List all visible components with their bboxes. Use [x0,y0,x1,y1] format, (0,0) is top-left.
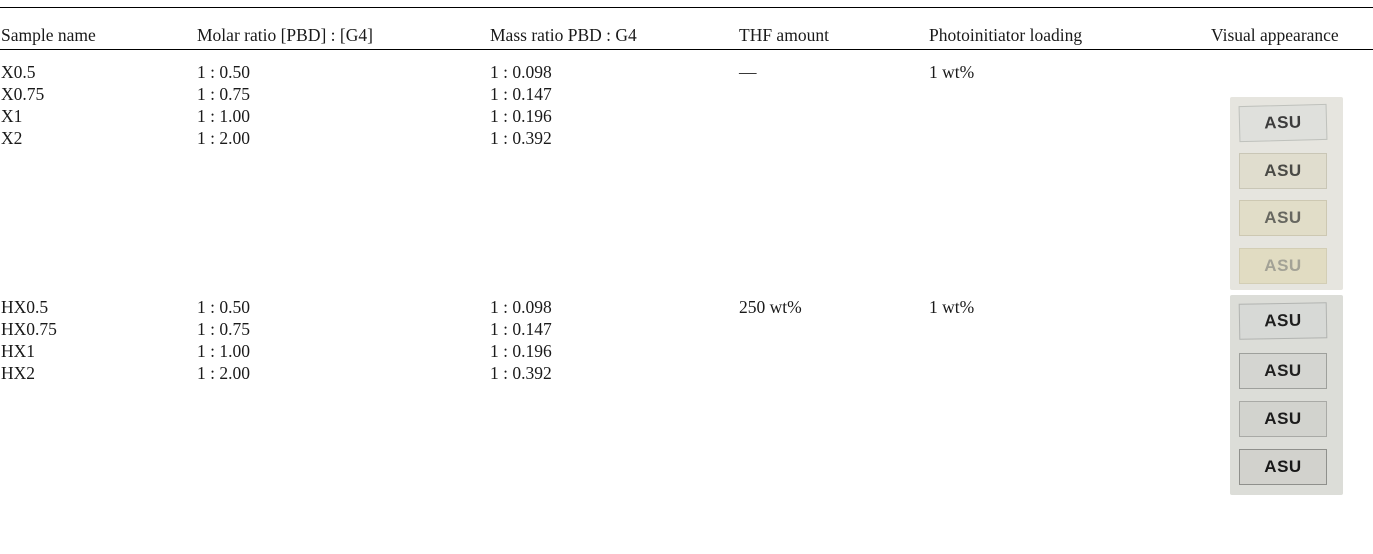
mass-ratio: 1 : 0.196 [490,341,552,361]
thf-amount: — [739,62,757,82]
molar-ratio: 1 : 0.75 [197,319,250,339]
sample-film: ASU [1239,401,1327,437]
molar-ratio: 1 : 1.00 [197,341,250,361]
mass-ratio: 1 : 0.147 [490,84,552,104]
group2-molar-ratios: 1 : 0.50 1 : 0.75 1 : 1.00 1 : 2.00 [197,296,250,384]
top-rule [0,7,1373,8]
mass-ratio: 1 : 0.098 [490,297,552,317]
sample-photo: ASU ASU ASU ASU [1230,97,1343,290]
mass-ratio: 1 : 0.392 [490,363,552,383]
photoinitiator-loading: 1 wt% [929,62,975,82]
sample-film: ASU [1239,449,1327,485]
sample-name: HX2 [1,363,36,383]
sample-film: ASU [1239,248,1327,284]
sample-name: HX0.75 [1,319,57,339]
photoinitiator-loading: 1 wt% [929,297,975,317]
sample-name: HX1 [1,341,36,361]
mass-ratio: 1 : 0.392 [490,128,552,148]
header-mass-ratio: Mass ratio PBD : G4 [490,25,637,45]
group1-molar-ratios: 1 : 0.50 1 : 0.75 1 : 1.00 1 : 2.00 [197,61,250,149]
molar-ratio: 1 : 2.00 [197,363,250,383]
molar-ratio: 1 : 0.75 [197,84,250,104]
header-sample-name: Sample name [1,25,96,45]
molar-ratio: 1 : 0.50 [197,62,250,82]
sample-name: X1 [1,106,23,126]
mass-ratio: 1 : 0.098 [490,62,552,82]
group1-sample-names: X0.5 X0.75 X1 X2 [1,61,44,149]
sample-film: ASU [1239,200,1327,236]
header-rule [0,49,1373,50]
sample-film: ASU [1238,302,1328,340]
sample-name: X0.5 [1,62,36,82]
group2-mass-ratios: 1 : 0.098 1 : 0.147 1 : 0.196 1 : 0.392 [490,296,552,384]
sample-name: X2 [1,128,23,148]
header-molar-ratio: Molar ratio [PBD] : [G4] [197,25,373,45]
group2-sample-names: HX0.5 HX0.75 HX1 HX2 [1,296,57,384]
molar-ratio: 1 : 1.00 [197,106,250,126]
group1-mass-ratios: 1 : 0.098 1 : 0.147 1 : 0.196 1 : 0.392 [490,61,552,149]
sample-photo: ASU ASU ASU ASU [1230,295,1343,495]
sample-film: ASU [1238,103,1328,143]
header-thf-amount: THF amount [739,25,829,45]
sample-film: ASU [1239,353,1327,389]
header-photoinitiator: Photoinitiator loading [929,25,1083,45]
sample-name: HX0.5 [1,297,49,317]
mass-ratio: 1 : 0.147 [490,319,552,339]
molar-ratio: 1 : 0.50 [197,297,250,317]
mass-ratio: 1 : 0.196 [490,106,552,126]
sample-name: X0.75 [1,84,45,104]
thf-amount: 250 wt% [739,297,802,317]
sample-film: ASU [1239,153,1327,189]
molar-ratio: 1 : 2.00 [197,128,250,148]
header-visual-appearance: Visual appearance [1211,25,1339,45]
